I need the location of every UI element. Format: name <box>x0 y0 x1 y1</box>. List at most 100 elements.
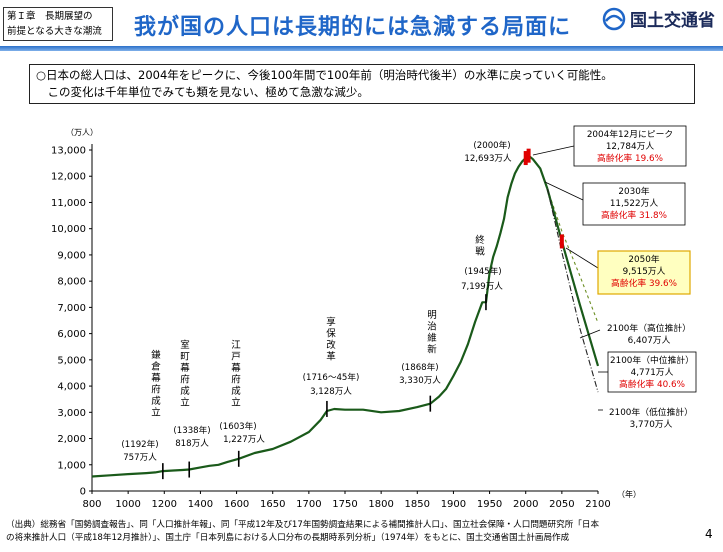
chart-annotations: 鎌倉幕府成立(1192年)757万人室町幕府成立(1338年)818万人江戸幕府… <box>121 139 512 463</box>
callout-line1: 2100年（高位推計） <box>607 322 691 334</box>
x-tick-label: 1600 <box>224 499 249 510</box>
page-title: 我が国の人口は長期的には急減する局面に <box>134 15 572 40</box>
highlight-marker <box>526 148 531 163</box>
era-name-char: 立 <box>231 397 241 409</box>
source-note: （出典）総務省「国勢調査報告」、同「人口推計年報」、同「平成12年及び17年国勢… <box>6 519 696 545</box>
y-tick-label: 5,000 <box>57 355 86 366</box>
source-line1: （出典）総務省「国勢調査報告」、同「人口推計年報」、同「平成12年及び17年国勢… <box>6 520 600 530</box>
era-name-char: 倉 <box>151 361 161 373</box>
chapter-label-line2: 前提となる大きな潮流 <box>7 26 102 37</box>
era-name-char: 改 <box>326 339 336 351</box>
y-tick-label: 0 <box>80 487 86 498</box>
callout-line2: 6,407万人 <box>628 335 671 346</box>
chapter-label-line1: 第Ｉ章 長期展望の <box>7 11 93 22</box>
chart-axes: （万人） （年） 0 1,000 2,000 3,000 4,000 5,000 6,000 7,… <box>51 128 641 510</box>
era-name: 享保改革 <box>326 316 336 363</box>
era-name: 明治維新 <box>427 310 437 356</box>
era-name-char: 鎌 <box>151 349 161 361</box>
y-tick-label: 8,000 <box>57 277 86 288</box>
highlight-marker <box>559 234 564 249</box>
era-year-label: (1868年) <box>401 361 438 373</box>
era-name-char: 立 <box>151 407 161 419</box>
x-tick-label: 1950 <box>477 499 502 510</box>
y-tick-label: 12,000 <box>51 172 86 183</box>
x-tick-label: 2050 <box>549 499 574 510</box>
era-name-char: 町 <box>180 352 190 363</box>
callout-line1: 2004年12月にピーク <box>587 128 673 140</box>
era-annotation: 終戦 (1945年) 7,199万人 <box>461 234 503 292</box>
callout-leader <box>565 247 599 269</box>
era-value-label: 7,199万人 <box>461 281 503 292</box>
x-axis-unit: （年） <box>617 489 641 499</box>
callout-box <box>582 182 686 226</box>
y-tick-label: 7,000 <box>57 303 86 314</box>
x-tick-label: 1800 <box>368 499 393 510</box>
era-name: 江戸幕府成立 <box>231 340 241 409</box>
era-name-char: 戦 <box>475 246 485 258</box>
era-year-label: (1192年) <box>121 438 158 450</box>
era-name-char: 幕 <box>151 372 161 384</box>
ministry-logo: 国土交通省 <box>602 6 715 31</box>
era-year-label: (1338年) <box>173 424 210 436</box>
era-name: 室町幕府成立 <box>180 339 190 409</box>
series-line-3 <box>546 188 599 393</box>
era-annotation: (2000年) 12,693万人 <box>464 139 512 164</box>
y-tick-label: 11,000 <box>51 198 86 209</box>
era-name-char: 成 <box>151 395 161 407</box>
callout-leader <box>532 145 575 156</box>
callout-box <box>573 125 687 167</box>
era-name-char: 戸 <box>231 352 241 363</box>
callout-box <box>597 250 691 295</box>
callout-line2: 11,522万人 <box>610 198 659 209</box>
callout-aging: 高齢化率 39.6% <box>611 277 677 289</box>
x-tick-label: 1750 <box>332 499 357 510</box>
source-line2: の将来推計人口（平成18年12月推計）」、国土庁「日本列島における人口分布の長期… <box>6 533 570 543</box>
era-name: 鎌倉幕府成立 <box>151 349 161 419</box>
highlight-marker <box>523 151 528 166</box>
era-value-label: 12,693万人 <box>464 153 512 164</box>
ministry-name: 国土交通省 <box>630 11 715 31</box>
era-name: 終戦 <box>475 234 485 258</box>
era-name-char: 幕 <box>231 362 241 374</box>
summary-line1: ○日本の総人口は、2004年をピークに、今後100年間で100年前（明治時代後半… <box>36 68 613 82</box>
series-line-2 <box>546 188 600 367</box>
callout-line2: 12,784万人 <box>606 141 655 152</box>
callout-low: 2100年（低位推計）3,770万人 <box>598 406 693 430</box>
era-annotation: 室町幕府成立 (1338年) 818万人 <box>173 339 210 449</box>
series-line-1 <box>546 188 599 324</box>
ministry-emblem-icon <box>602 7 626 30</box>
era-name-char: 幕 <box>180 362 190 374</box>
era-value-label: 818万人 <box>175 438 209 449</box>
page-number: 4 <box>705 527 713 541</box>
x-tick-label: 1850 <box>405 499 430 510</box>
callout-aging: 高齢化率 40.6% <box>619 378 685 390</box>
summary-line2: この変化は千年単位でみても類を見ない、極めて急激な減少。 <box>36 85 369 99</box>
y-tick-label: 3,000 <box>57 408 86 419</box>
y-tick-label: 4,000 <box>57 382 86 393</box>
era-name-char: 成 <box>180 385 190 397</box>
header-rule <box>0 46 723 51</box>
callout-line1: 2030年 <box>618 185 649 197</box>
x-tick-label: 1900 <box>441 499 466 510</box>
era-value-label: 757万人 <box>123 452 157 463</box>
era-name-char: 室 <box>180 339 190 351</box>
callout-line1: 2100年（中位推計） <box>610 354 694 366</box>
callout-line2: 4,771万人 <box>631 367 674 378</box>
y-tick-label: 10,000 <box>51 224 86 235</box>
x-tick-label: 1000 <box>115 499 140 510</box>
era-name-char: 終 <box>475 234 485 246</box>
x-tick-label: 1200 <box>152 499 177 510</box>
era-value-label: 1,227万人 <box>223 434 265 445</box>
era-annotation: 享保改革 (1716～45年) 3,128万人 <box>303 316 360 397</box>
callout-aging: 高齢化率 19.6% <box>597 152 663 164</box>
era-name-char: 府 <box>231 374 241 386</box>
era-annotation: 鎌倉幕府成立 (1192年) 757万人 <box>121 349 161 463</box>
era-name-char: 江 <box>231 340 241 351</box>
y-tick-label: 6,000 <box>57 329 86 340</box>
era-year-label: (1945年) <box>464 265 501 277</box>
